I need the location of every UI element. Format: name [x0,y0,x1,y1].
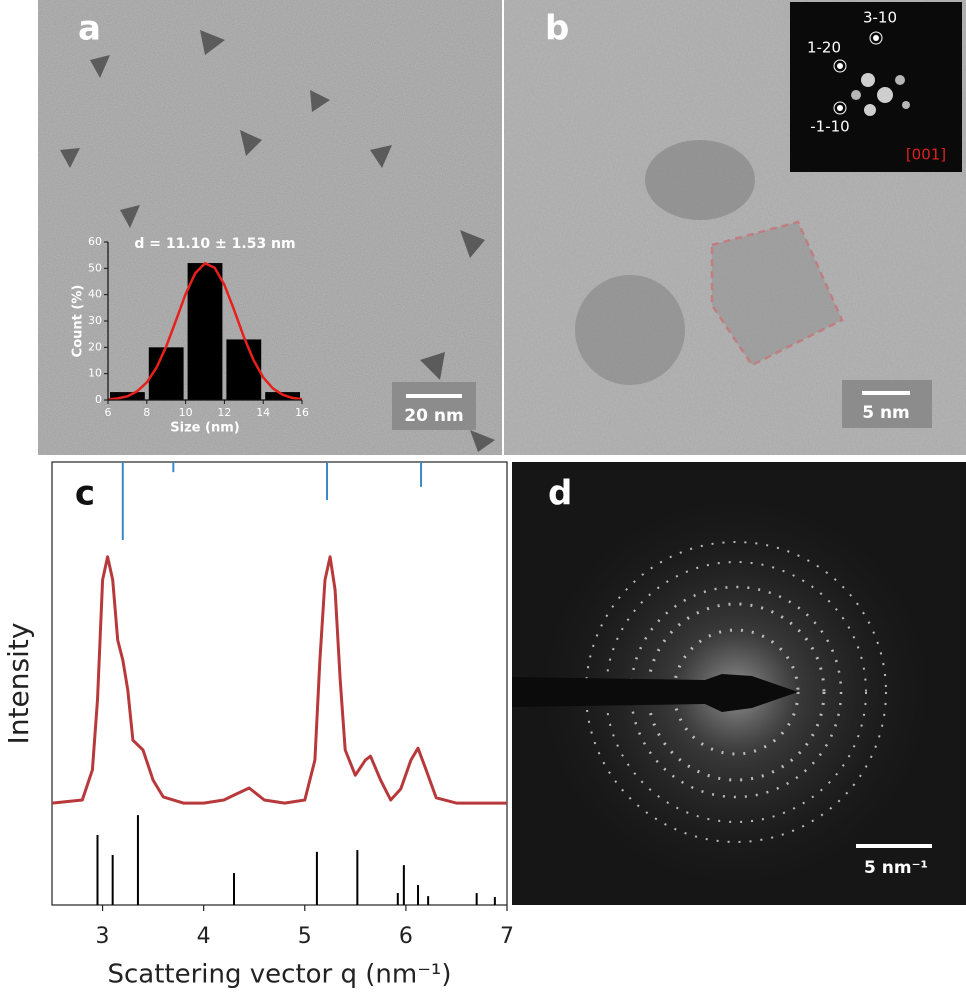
scale-label: 5 nm [862,403,910,423]
panel-b: b 3-10 1-20 -1-10 [001] 5 nm [504,0,966,455]
panel-label: d [548,474,572,514]
panel-label: c [75,474,95,514]
y-tick-label: 10 [88,367,102,380]
x-tick-label: 8 [143,406,150,419]
zone-axis: [001] [906,146,946,164]
scale-box [842,380,932,428]
y-tick-label: 20 [88,340,102,353]
x-tick-label: 16 [295,406,309,419]
bar [226,339,262,400]
panel-a: a 20 nm [38,0,502,455]
y-tick-label: 0 [95,393,102,406]
y-tick-label: 60 [88,235,102,248]
scale-box [392,382,476,430]
fft-circles [833,31,883,115]
x-tick-label: 10 [179,406,193,419]
fft-label: 1-20 [807,39,841,57]
x-tick-label: 5 [298,924,312,949]
x-axis-label: Size (nm) [170,421,239,436]
x-tick-label: 4 [197,924,211,949]
fit-curve [107,261,303,401]
fft-inset [790,2,962,172]
fft-label: 3-10 [863,9,897,27]
chart-layer: 6 8 10 12 14 16 0 10 20 30 40 50 60 d = 11.10 ± 1.53 … [2,235,514,990]
bar [265,392,300,400]
panel-label: b [545,9,569,49]
x-tick-label: 3 [96,924,110,949]
plot-frame [51,461,508,906]
fft-spots [837,35,910,116]
x-tick-label: 6 [399,924,413,949]
facet-outline [710,220,844,367]
panel-d: d 5 nm⁻¹ [512,462,966,905]
beam-stop [512,674,798,712]
x-tick-label: 12 [217,406,231,419]
x-tick-label: 7 [500,924,514,949]
x-axis-label: Scattering vector q (nm⁻¹) [107,960,451,990]
y-axis-label: Intensity [2,623,35,745]
panel-label: a [78,9,101,49]
bar [187,263,223,400]
particles [60,30,495,452]
particle [645,140,755,220]
x-tick-label: 6 [105,406,112,419]
fft-label: -1-10 [810,118,849,136]
bar [148,347,184,400]
scale-label: 5 nm⁻¹ [864,858,928,878]
x-tick-label: 14 [256,406,270,419]
scale-label: 20 nm [404,406,463,426]
y-axis-label: Count (%) [71,285,86,358]
line-series [51,555,507,805]
chart-title: d = 11.10 ± 1.53 nm [134,236,295,252]
y-tick-label: 40 [88,288,102,301]
y-tick-label: 30 [88,314,102,327]
y-tick-label: 50 [88,261,102,274]
tem-texture [38,0,502,455]
particle [575,275,685,385]
